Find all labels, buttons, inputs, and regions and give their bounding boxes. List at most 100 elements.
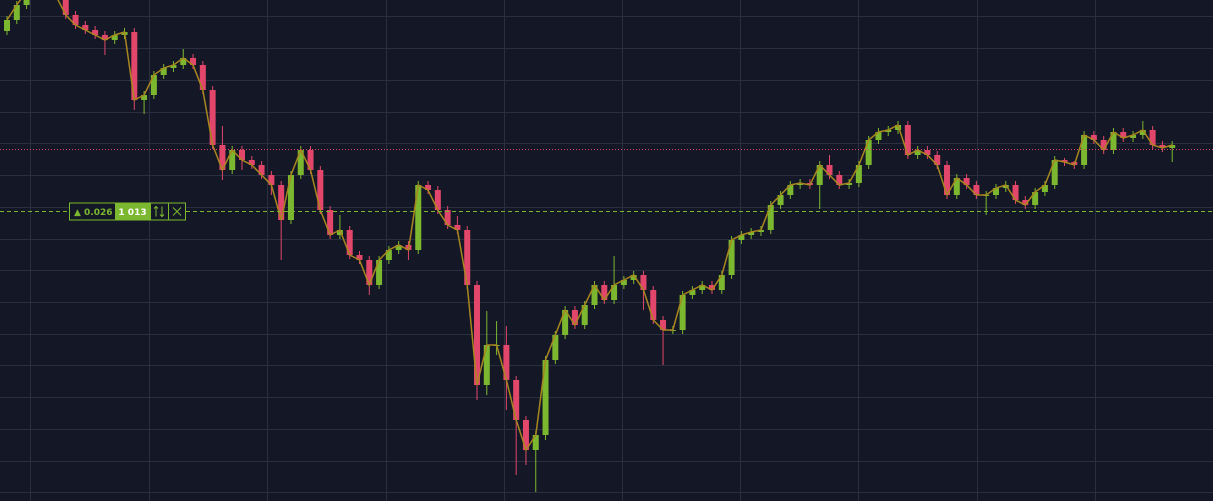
candle-body — [1032, 192, 1039, 205]
candle-body — [415, 185, 422, 250]
candle-body — [425, 185, 432, 190]
candle-body — [1139, 130, 1146, 135]
candle-body — [278, 185, 285, 220]
candle-body — [150, 75, 157, 95]
candle-body — [777, 195, 784, 205]
candle-body — [767, 205, 774, 230]
candle-body — [1051, 160, 1058, 185]
candle-body — [13, 5, 20, 20]
candle-body — [1169, 145, 1176, 148]
candle-body — [268, 175, 275, 185]
candle-body — [914, 150, 921, 155]
candle-body — [1012, 185, 1019, 200]
candle-body — [885, 130, 892, 132]
candle-body — [826, 165, 833, 175]
candle-body — [1022, 200, 1029, 205]
candle-body — [219, 145, 226, 170]
candle-body — [738, 235, 745, 240]
candle-body — [552, 335, 559, 360]
candle-body — [963, 178, 970, 185]
candle-body — [444, 210, 451, 225]
candle-body — [855, 165, 862, 183]
candle-body — [297, 150, 304, 175]
candle-body — [571, 310, 578, 325]
candle-body — [581, 305, 588, 325]
candle-body — [904, 125, 911, 155]
candle-body — [376, 260, 383, 285]
candle-body — [356, 255, 363, 260]
candle-body — [953, 178, 960, 195]
candle-body — [395, 245, 402, 250]
candle-body — [797, 183, 804, 185]
candle-body — [513, 380, 520, 420]
candle-body — [679, 295, 686, 330]
candle-body — [141, 95, 148, 100]
candle-body — [601, 285, 608, 300]
candle-body — [474, 285, 480, 385]
candle-body — [23, 0, 30, 5]
candle-body — [757, 230, 764, 232]
candle-body — [454, 225, 461, 230]
candle-body — [92, 30, 99, 35]
quantity-bg — [115, 203, 150, 220]
candle-body — [336, 230, 343, 235]
candle-body — [82, 25, 89, 30]
candle-body — [131, 32, 138, 100]
candle-body — [660, 320, 667, 330]
candle-body — [532, 435, 539, 450]
reverse-button[interactable] — [153, 205, 165, 218]
candle-body — [1120, 132, 1127, 138]
candle-body — [836, 175, 843, 185]
order-quantity: 1 013 — [118, 208, 146, 218]
candle-body — [248, 160, 255, 165]
candle-body — [503, 345, 510, 380]
candle-body — [1081, 135, 1088, 165]
candle-body — [483, 345, 490, 385]
candle-body — [718, 275, 725, 290]
candle-body — [199, 65, 206, 90]
candle-body — [787, 185, 794, 195]
candle-body — [699, 285, 706, 290]
close-line — [6, 0, 1173, 452]
candle-body — [239, 150, 245, 160]
order-ticket[interactable]: ▲ 0.026 1 013 — [69, 202, 186, 221]
candle-body — [317, 170, 324, 210]
candle-body — [944, 165, 950, 195]
candle-body — [630, 275, 637, 280]
reverse-icon — [153, 205, 165, 218]
candle-body — [1090, 135, 1097, 140]
candle-body — [346, 230, 353, 255]
candle-body — [522, 420, 529, 450]
candle-body — [160, 68, 167, 75]
candle-body — [846, 183, 853, 185]
candle-body — [992, 188, 999, 195]
candle-body — [385, 250, 392, 260]
candle-body — [1041, 185, 1048, 192]
candle-body — [287, 175, 294, 220]
candle-body — [934, 155, 941, 165]
horizontal-grid — [0, 16, 1213, 493]
candle-body — [4, 20, 10, 31]
candle-body — [1061, 160, 1068, 162]
candle-body — [1100, 140, 1107, 150]
candle-body — [62, 0, 69, 15]
close-icon — [172, 207, 182, 216]
candle-body — [307, 150, 314, 170]
candle-body — [865, 140, 872, 165]
candle-body — [542, 360, 549, 435]
candle-body — [591, 285, 598, 305]
candle-body — [101, 35, 108, 40]
order-change: ▲ 0.026 — [74, 208, 113, 218]
candle-body — [72, 15, 79, 25]
candle-body — [816, 165, 823, 185]
candle-body — [1002, 185, 1009, 188]
candle-body — [709, 285, 715, 290]
candle-body — [258, 165, 265, 175]
candle-body — [640, 275, 647, 290]
close-button[interactable] — [172, 207, 182, 216]
candle-body — [562, 310, 569, 335]
